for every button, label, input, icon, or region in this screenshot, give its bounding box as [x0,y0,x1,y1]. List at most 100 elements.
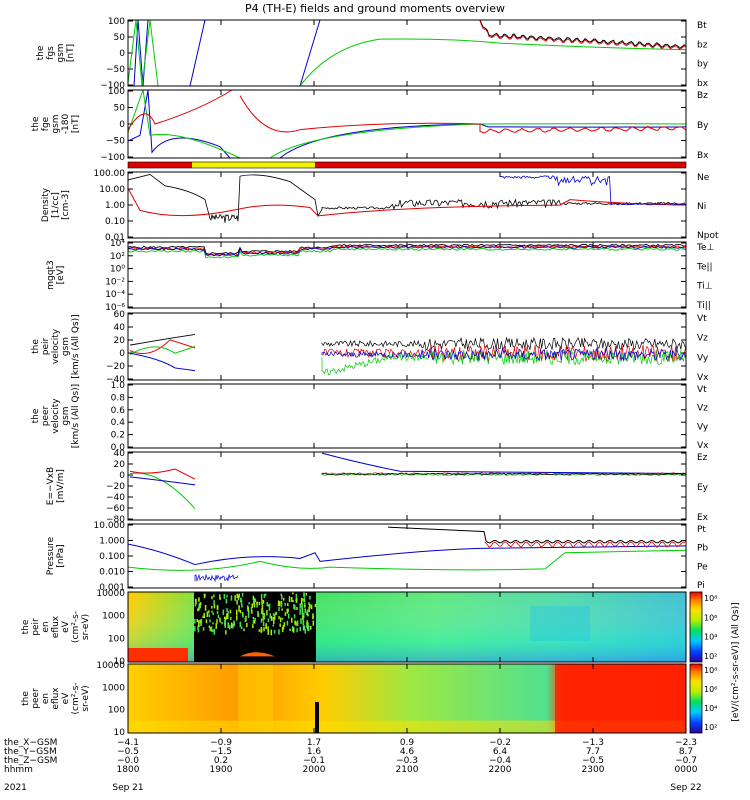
ion-gap-speckle [250,607,253,612]
ytick-label: −20 [106,362,125,372]
ion-gap-speckle [252,595,255,600]
ion-gap-speckle [216,611,219,614]
ion-gap-speckle [303,625,306,630]
ion-gap-speckle [281,595,283,600]
ion-gap-speckle [208,614,211,618]
legend-entry: Vx [697,441,709,451]
ytick-label: 0 [119,120,125,130]
ion-gap-speckle [244,617,247,623]
ion-gap-speckle [253,602,255,606]
legend-entry: bx [697,79,709,89]
legend-entry: Vy [697,422,709,432]
ion-gap-speckle [200,622,202,627]
ion-gap-speckle [277,600,280,603]
series-pb [484,541,686,549]
ylabel-line: eflux [51,687,61,710]
plot-title: P4 (TH-E) fields and ground moments over… [245,2,505,15]
mode-bar-frame [127,161,687,169]
ion-gap-speckle [194,618,196,624]
ytick-label: 10⁻⁶ [105,303,125,313]
ytick-label: −50 [106,137,125,147]
ion-gap-speckle [198,606,200,611]
ion-gap-speckle [262,599,265,604]
ion-gap-speckle [308,602,310,606]
ion-gap-speckle [227,624,229,628]
ion-gap-speckle [303,599,306,603]
ion-gap-speckle [278,607,280,612]
ytick-label: −40 [106,493,125,503]
ion-gap-speckle [288,596,291,603]
ytick-label: 1000 [102,683,125,693]
ion-gap-speckle [251,603,254,609]
ytick-label: 1.000 [99,537,125,547]
ion-gap-speckle [212,612,214,615]
ion-gap-speckle [200,619,203,625]
ion-gap-speckle [290,597,293,602]
ion-gap-speckle [257,610,259,617]
ylabel-line: (cm²-s- [71,611,81,643]
series-ni [127,173,686,223]
xaxis-value: −0.1 [303,756,325,766]
series-npot [499,175,687,206]
ion-gap-speckle [226,594,228,598]
ytick-label: 50 [114,33,126,43]
ion-gap-speckle [239,597,242,603]
legend-entry: Npot [697,231,719,241]
ytick-label: 0.6 [111,406,126,416]
ion-gap-speckle [267,604,270,607]
legend-entry: Pi [697,581,705,591]
mode-bar-fast [192,162,315,168]
series-bz [127,89,687,134]
series-temp-3 [127,245,687,257]
ion-gap-hot [240,652,275,657]
ion-gap-speckle [213,628,216,635]
ion-gap-speckle [278,629,280,635]
ion-gap-speckle [295,621,297,626]
ion-gap-speckle [253,599,255,603]
ytick-label: 10⁻⁴ [105,290,125,300]
ion-gap-speckle [238,593,240,598]
ion-gap-speckle [219,617,221,623]
ion-gap-speckle [240,626,243,630]
series-ne [127,188,687,217]
ion-gap-speckle [256,601,258,608]
legend-entry: Vy [697,353,709,363]
ion-gap-speckle [211,610,213,613]
ion-gap-speckle [299,608,301,615]
ion-gap-speckle [279,617,282,623]
ion-gap-speckle [253,603,256,608]
colorbar [689,591,703,663]
ylabel-line: [nPa] [56,544,66,567]
ytick-label: −100 [100,81,125,91]
ytick-label: 1000 [102,612,125,622]
colorbar-tick: 10⁴ [704,633,717,642]
xaxis-row-label: the_Z−GSM [4,756,57,766]
ion-gap-speckle [270,615,273,621]
ytick-label: 100 [108,634,125,644]
series-bz [479,20,686,51]
ion-gap-speckle [261,608,263,615]
ion-gap-speckle [267,618,270,623]
ion-gap-speckle [227,611,229,614]
ylabel-line: sr-eV) [81,685,91,711]
ion-gap-speckle [314,603,317,608]
ion-gap-speckle [310,604,313,610]
ion-gap-speckle [230,622,233,629]
xaxis-row-label: the_Y−GSM [4,747,57,757]
ytick-label: −100 [100,153,125,163]
colorbar-tick: 10⁶ [704,685,717,694]
legend-entry: Vt [697,314,707,324]
series-ez [129,468,196,480]
ion-gap-speckle [307,622,309,628]
panel-density [127,173,687,223]
ion-gap-speckle [206,611,209,617]
ytick-label: 40 [114,323,126,333]
colorbar-tick: 10⁸ [704,594,717,603]
xaxis-value: 0.9 [400,738,415,748]
ion-gap-speckle [283,622,286,627]
series-peir-0 [321,336,687,351]
ion-gap-speckle [232,623,234,629]
ion-gap-speckle [202,615,204,618]
ion-gap-speckle [248,602,250,605]
ion-gap-speckle [287,603,289,607]
